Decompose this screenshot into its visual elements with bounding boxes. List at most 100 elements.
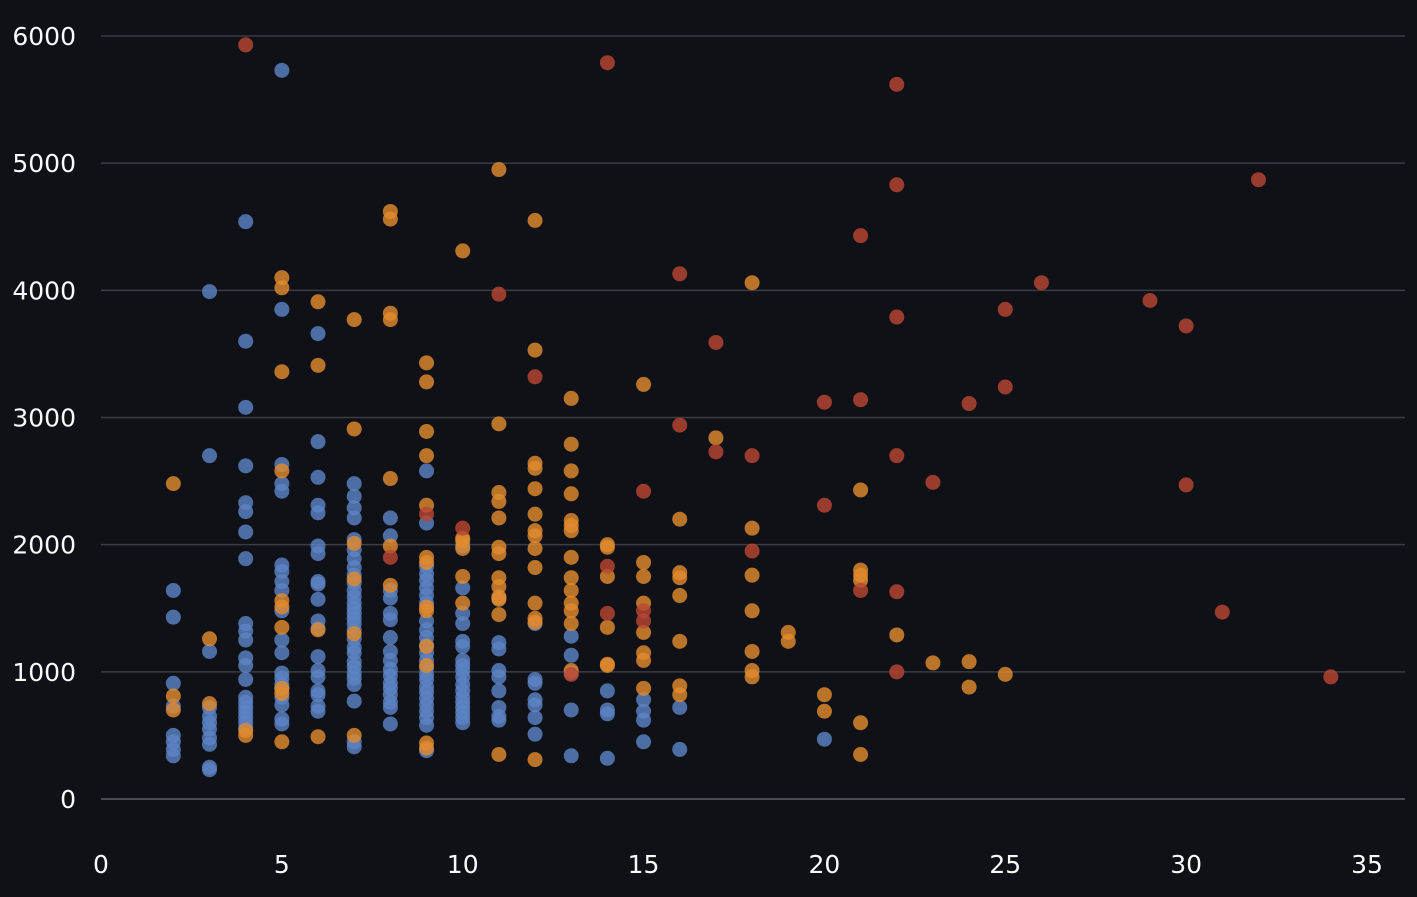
scatter-point[interactable]: [997, 301, 1013, 317]
scatter-point[interactable]: [310, 622, 326, 638]
scatter-point[interactable]: [274, 301, 290, 317]
scatter-point[interactable]: [744, 643, 760, 659]
scatter-point[interactable]: [310, 546, 326, 562]
scatter-point[interactable]: [165, 702, 181, 718]
scatter-point[interactable]: [744, 567, 760, 583]
scatter-point[interactable]: [672, 699, 688, 715]
scatter-point[interactable]: [455, 638, 471, 654]
scatter-point[interactable]: [238, 504, 254, 520]
scatter-point[interactable]: [238, 657, 254, 673]
scatter-point[interactable]: [238, 333, 254, 349]
scatter-point[interactable]: [744, 543, 760, 559]
scatter-point[interactable]: [202, 284, 218, 300]
scatter-point[interactable]: [672, 687, 688, 703]
scatter-point[interactable]: [165, 675, 181, 691]
scatter-point[interactable]: [274, 483, 290, 499]
scatter-point[interactable]: [165, 476, 181, 492]
scatter-point[interactable]: [599, 539, 615, 555]
scatter-point[interactable]: [491, 591, 507, 607]
scatter-point[interactable]: [419, 740, 435, 756]
scatter-point[interactable]: [382, 612, 398, 628]
scatter-point[interactable]: [202, 736, 218, 752]
scatter-point[interactable]: [889, 309, 905, 325]
scatter-point[interactable]: [599, 683, 615, 699]
scatter-point[interactable]: [816, 703, 832, 719]
scatter-point[interactable]: [853, 482, 869, 498]
scatter-point[interactable]: [346, 476, 362, 492]
scatter-point[interactable]: [238, 399, 254, 415]
scatter-point[interactable]: [491, 493, 507, 509]
scatter-point[interactable]: [563, 463, 579, 479]
scatter-point[interactable]: [527, 369, 543, 385]
scatter-point[interactable]: [599, 706, 615, 722]
scatter-point[interactable]: [491, 416, 507, 432]
scatter-point[interactable]: [310, 729, 326, 745]
scatter-point[interactable]: [563, 582, 579, 598]
scatter-point[interactable]: [1033, 275, 1049, 291]
scatter-point[interactable]: [310, 687, 326, 703]
scatter-point[interactable]: [382, 510, 398, 526]
scatter-point[interactable]: [599, 558, 615, 574]
scatter-point[interactable]: [419, 374, 435, 390]
scatter-point[interactable]: [491, 286, 507, 302]
scatter-point[interactable]: [310, 576, 326, 592]
scatter-point[interactable]: [238, 458, 254, 474]
scatter-point[interactable]: [636, 568, 652, 584]
scatter-point[interactable]: [636, 712, 652, 728]
scatter-point[interactable]: [382, 629, 398, 645]
scatter-point[interactable]: [1323, 669, 1339, 685]
scatter-point[interactable]: [382, 699, 398, 715]
scatter-point[interactable]: [274, 619, 290, 635]
scatter-point[interactable]: [382, 549, 398, 565]
scatter-point[interactable]: [1250, 172, 1266, 188]
scatter-point[interactable]: [816, 394, 832, 410]
scatter-point[interactable]: [310, 357, 326, 373]
scatter-point[interactable]: [527, 595, 543, 611]
scatter-point[interactable]: [563, 549, 579, 565]
scatter-point[interactable]: [238, 551, 254, 567]
scatter-point[interactable]: [274, 62, 290, 78]
scatter-point[interactable]: [889, 448, 905, 464]
scatter-point[interactable]: [165, 748, 181, 764]
scatter-point[interactable]: [925, 655, 941, 671]
scatter-point[interactable]: [310, 591, 326, 607]
scatter-point[interactable]: [491, 546, 507, 562]
scatter-point[interactable]: [165, 688, 181, 704]
scatter-point[interactable]: [455, 616, 471, 632]
scatter-point[interactable]: [382, 211, 398, 227]
scatter-point[interactable]: [527, 614, 543, 630]
scatter-point[interactable]: [202, 643, 218, 659]
scatter-point[interactable]: [491, 712, 507, 728]
scatter-point[interactable]: [346, 739, 362, 755]
scatter-point[interactable]: [527, 697, 543, 713]
scatter-point[interactable]: [527, 342, 543, 358]
scatter-point[interactable]: [563, 603, 579, 619]
scatter-point[interactable]: [636, 613, 652, 629]
scatter-point[interactable]: [563, 748, 579, 764]
scatter-point[interactable]: [636, 652, 652, 668]
scatter-point[interactable]: [310, 469, 326, 485]
scatter-point[interactable]: [346, 510, 362, 526]
scatter-point[interactable]: [816, 687, 832, 703]
scatter-point[interactable]: [346, 693, 362, 709]
scatter-point[interactable]: [1214, 604, 1230, 620]
scatter-point[interactable]: [527, 710, 543, 726]
scatter-point[interactable]: [744, 669, 760, 685]
scatter-point[interactable]: [853, 746, 869, 762]
scatter-point[interactable]: [527, 560, 543, 576]
scatter-point[interactable]: [853, 228, 869, 244]
scatter-point[interactable]: [346, 421, 362, 437]
scatter-point[interactable]: [274, 599, 290, 615]
scatter-point[interactable]: [1178, 318, 1194, 334]
scatter-point[interactable]: [455, 243, 471, 259]
scatter-point[interactable]: [599, 605, 615, 621]
scatter-point[interactable]: [780, 633, 796, 649]
scatter-point[interactable]: [997, 666, 1013, 682]
scatter-point[interactable]: [346, 312, 362, 328]
scatter-point[interactable]: [527, 212, 543, 228]
scatter-point[interactable]: [563, 628, 579, 644]
scatter-point[interactable]: [853, 392, 869, 408]
scatter-point[interactable]: [238, 727, 254, 743]
scatter-point[interactable]: [382, 590, 398, 606]
scatter-point[interactable]: [889, 584, 905, 600]
